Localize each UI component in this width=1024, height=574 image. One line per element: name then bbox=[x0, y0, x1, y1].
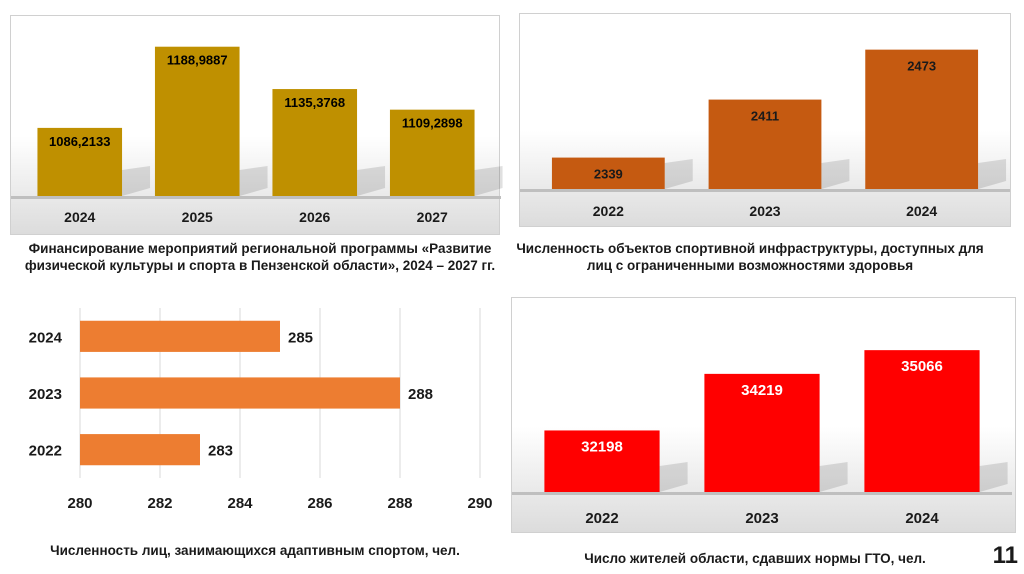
data-label: 35066 bbox=[901, 358, 943, 375]
page-number: 11 bbox=[992, 542, 1018, 569]
bar bbox=[551, 157, 665, 189]
bar-shadow bbox=[122, 166, 151, 196]
gto-chart-panel: 32198 2022 34219 2023 35066 2024 bbox=[511, 297, 1016, 533]
chart-baseline bbox=[512, 492, 1012, 495]
data-label: 2411 bbox=[751, 109, 779, 124]
bar bbox=[544, 430, 660, 492]
bar-shadow bbox=[664, 159, 693, 189]
data-label: 1086,2133 bbox=[49, 134, 110, 149]
bar-shadow bbox=[357, 166, 386, 196]
x-tick-label: 280 bbox=[67, 495, 92, 512]
category-label: 2022 bbox=[593, 203, 624, 219]
bar bbox=[864, 350, 980, 492]
data-label: 288 bbox=[408, 386, 433, 403]
category-label: 2025 bbox=[182, 209, 213, 225]
financing-chart-caption: Финансирование мероприятий региональной … bbox=[24, 241, 496, 273]
bar-shadow bbox=[978, 159, 1007, 189]
bar bbox=[704, 373, 820, 492]
category-label: 2022 bbox=[585, 510, 618, 527]
chart-baseline bbox=[11, 196, 501, 199]
data-label: 32198 bbox=[581, 438, 623, 455]
gto-chart: 32198 2022 34219 2023 35066 2024 bbox=[512, 350, 1012, 527]
bar bbox=[80, 377, 400, 409]
bar-shadow bbox=[979, 462, 1008, 492]
bar-shadow bbox=[474, 166, 503, 196]
infrastructure-chart-caption: Численность объектов спортивной инфрастр… bbox=[516, 241, 984, 273]
data-label: 34219 bbox=[741, 382, 783, 399]
bar-shadow bbox=[821, 159, 850, 189]
gto-chart-caption: Число жителей области, сдавших нормы ГТО… bbox=[584, 551, 926, 566]
category-label: 2024 bbox=[29, 329, 63, 346]
data-label: 2473 bbox=[907, 59, 936, 74]
bar bbox=[37, 127, 123, 196]
category-label: 2027 bbox=[417, 209, 448, 225]
category-label: 2022 bbox=[29, 443, 62, 460]
category-label: 2023 bbox=[29, 386, 62, 403]
adaptive-sport-chart-caption: Численность лиц, занимающихся адаптивным… bbox=[50, 543, 460, 558]
bar bbox=[272, 89, 358, 196]
bar bbox=[865, 49, 979, 190]
category-label: 2023 bbox=[749, 203, 780, 219]
data-label: 1188,9887 bbox=[167, 53, 228, 68]
bar bbox=[80, 434, 200, 466]
adaptive-sport-chart-panel: 280 282 284 286 288 290 285 2024 288 2023 283 2022 bbox=[0, 300, 510, 525]
financing-chart: 1086,2133 2024 1188,9887 2025 1135,3768 2026 1… bbox=[11, 46, 503, 225]
bar bbox=[708, 99, 822, 189]
x-tick-label: 288 bbox=[387, 495, 412, 512]
infrastructure-chart: 2339 2022 2411 2023 2473 2024 bbox=[520, 49, 1010, 219]
category-label: 2024 bbox=[905, 510, 939, 527]
category-label: 2023 bbox=[745, 510, 778, 527]
bar bbox=[154, 46, 240, 196]
x-tick-label: 282 bbox=[147, 495, 172, 512]
x-tick-label: 290 bbox=[467, 495, 492, 512]
x-tick-label: 284 bbox=[227, 495, 253, 512]
bar-shadow bbox=[239, 166, 268, 196]
data-label: 283 bbox=[208, 443, 233, 460]
x-tick-label: 286 bbox=[307, 495, 332, 512]
data-label: 1109,2898 bbox=[402, 116, 463, 131]
bar bbox=[389, 109, 475, 196]
bar bbox=[80, 320, 280, 352]
infrastructure-chart-panel: 2339 2022 2411 2023 2473 2024 bbox=[519, 13, 1011, 227]
financing-chart-panel: 1086,2133 2024 1188,9887 2025 1135,3768 2026 1… bbox=[10, 15, 503, 235]
bar-shadow bbox=[659, 462, 688, 492]
category-label: 2026 bbox=[299, 209, 330, 225]
data-label: 1135,3768 bbox=[284, 95, 345, 110]
bar-shadow bbox=[819, 462, 848, 492]
data-label: 285 bbox=[288, 329, 313, 346]
adaptive-sport-chart: 280 282 284 286 288 290 285 2024 288 2023 283 2022 bbox=[29, 308, 493, 512]
data-label: 2339 bbox=[594, 167, 623, 182]
category-label: 2024 bbox=[906, 203, 937, 219]
category-label: 2024 bbox=[64, 209, 95, 225]
chart-baseline bbox=[520, 189, 1010, 192]
